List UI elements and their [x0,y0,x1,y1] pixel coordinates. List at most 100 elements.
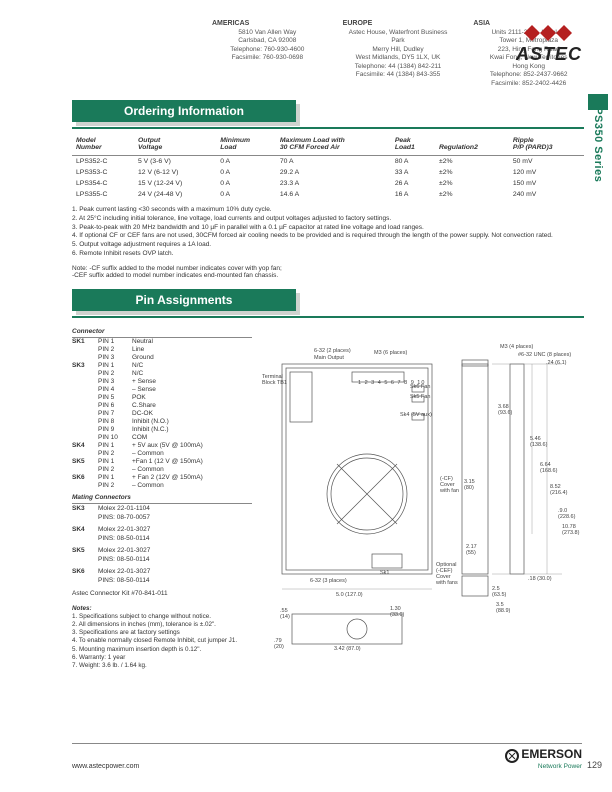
pin-desc: C.Share [132,402,252,409]
table-cell: 23.3 A [276,178,391,189]
dim-label: 6-32 (2 places) [314,348,351,354]
section-title: Ordering Information [72,100,296,122]
note-line: 5. Mounting maximum insertion depth is 0… [72,646,252,654]
pin-row: PIN 4– Sense [72,386,252,394]
dim-label: Sk6 Fan [410,384,430,390]
pin-row: SK3PIN 1N/C [72,362,252,370]
table-row: LPS352-C5 V (3-6 V)0 A70 A80 A±2%50 mV [72,156,584,168]
pin-desc: +Fan 1 (12 V @ 150mA) [132,458,252,465]
pin-group: SK1 [72,338,98,345]
pin-desc: Inhibit (N.O.) [132,418,252,425]
series-side-tab: LPS350 Series [592,100,604,182]
mating-line: PINS: 08-70-0057 [98,514,252,521]
pin-desc: N/C [132,370,252,377]
pin-num: PIN 7 [98,410,132,417]
table-cell: 50 mV [509,156,584,168]
pin-desc: – Common [132,482,252,489]
mating-row: PINS: 08-70-0057 [72,513,252,522]
table-row: LPS354-C15 V (12-24 V)0 A23.3 A26 A±2%15… [72,178,584,189]
connector-kit: Astec Connector Kit #70-841-011 [72,588,252,599]
dim-label: 5.46 (138.6) [530,436,547,448]
dim-label: 3.15 (80) [464,479,475,491]
table-cell: 80 A [391,156,435,168]
dim-label: #6-32 UNC (8 places) [518,352,571,358]
dim-label: .55 (14) [280,608,290,620]
dim-label: .79 (20) [274,638,284,650]
dim-label: Terminal Block TB1 [262,374,287,386]
pin-group [72,418,98,425]
pin-desc: + 5V aux (5V @ 100mA) [132,442,252,449]
dim-label: M3 (4 places) [500,344,533,350]
note-line: 6. Warranty: 1 year [72,654,252,662]
table-cell: 0 A [216,178,276,189]
table-cell: 29.2 A [276,167,391,178]
pin-num: PIN 2 [98,466,132,473]
pin-table: Connector SK1PIN 1NeutralPIN 2LinePIN 3G… [72,324,252,670]
dim-label: 6-32 (3 places) [310,578,347,584]
pin-group [72,450,98,457]
region-label: EUROPE [343,20,454,27]
mating-line: PINS: 08-50-0114 [98,577,252,584]
pin-desc: Inhibit (N.C.) [132,426,252,433]
dim-label: 3.42 (87.0) [334,646,361,652]
pin-desc: Neutral [132,338,252,345]
table-cell: LPS354-C [72,178,134,189]
region-label: AMERICAS [212,20,323,27]
mating-name [72,514,98,521]
emerson-logo: EMERSON Network Power [505,747,582,770]
mating-name: SK3 [72,505,98,512]
pin-row: PIN 2– Common [72,450,252,458]
table-cell: 14.6 A [276,189,391,200]
table-cell: 150 mV [509,178,584,189]
pin-row: SK4PIN 1+ 5V aux (5V @ 100mA) [72,442,252,450]
mating-line: Molex 22-01-3027 [98,526,252,533]
pin-num: PIN 1 [98,362,132,369]
pin-num: PIN 1 [98,458,132,465]
note-line: 3. Specifications are at factory setting… [72,629,252,637]
page-footer: www.astecpower.com EMERSON Network Power [72,743,582,770]
pin-num: PIN 3 [98,378,132,385]
table-header: Regulation2 [435,135,509,156]
pin-desc: + Sense [132,378,252,385]
contact-europe: EUROPE Astec House, Waterfront Business … [343,20,454,88]
table-cell: LPS352-C [72,156,134,168]
mating-line: Molex 22-01-3027 [98,547,252,554]
table-cell: ±2% [435,156,509,168]
ordering-header: Ordering Information [72,100,584,122]
pin-row: PIN 7DC-OK [72,410,252,418]
pin-desc: POK [132,394,252,401]
dim-label: .9.0 (228.6) [558,508,575,520]
section-title: Pin Assignments [72,289,296,311]
pin-group [72,434,98,441]
mating-name: SK6 [72,568,98,575]
footnote: 4. If optional CF or CEF fans are not us… [72,232,584,241]
pin-num: PIN 2 [98,450,132,457]
dim-label: .24 (6.1) [546,360,566,366]
contact-americas: AMERICAS 5810 Van Allen Way Carlsbad, CA… [212,20,323,88]
pin-group: SK6 [72,474,98,481]
pin-desc: + Fan 2 (12V @ 150mA) [132,474,252,481]
pin-group [72,378,98,385]
note-line: 7. Weight: 3.6 lb. / 1.64 kg. [72,662,252,670]
mating-name [72,556,98,563]
mating-row: SK5Molex 22-01-3027 [72,546,252,555]
table-cell: 70 A [276,156,391,168]
mating-row: PINS: 08-50-0114 [72,534,252,543]
dim-label: 2.17 (55) [466,544,477,556]
pin-group [72,346,98,353]
footnote: 5. Output voltage adjustment requires a … [72,241,584,250]
pin-num: PIN 1 [98,338,132,345]
table-cell: ±2% [435,189,509,200]
pin-row: SK6PIN 1+ Fan 2 (12V @ 150mA) [72,474,252,482]
mating-name [72,535,98,542]
dim-label: Sk4 (5V aux) [400,412,432,418]
dim-label: .18 (30.0) [528,576,552,582]
mating-row: SK4Molex 22-01-3027 [72,525,252,534]
pin-row: PIN 5POK [72,394,252,402]
table-header: Output Voltage [134,135,216,156]
pin-num: PIN 3 [98,354,132,361]
pin-group: SK3 [72,362,98,369]
pin-num: PIN 2 [98,482,132,489]
dim-label: Optional (-CEF) Cover with fans [436,562,458,586]
dim-label: Main Output [314,355,344,361]
